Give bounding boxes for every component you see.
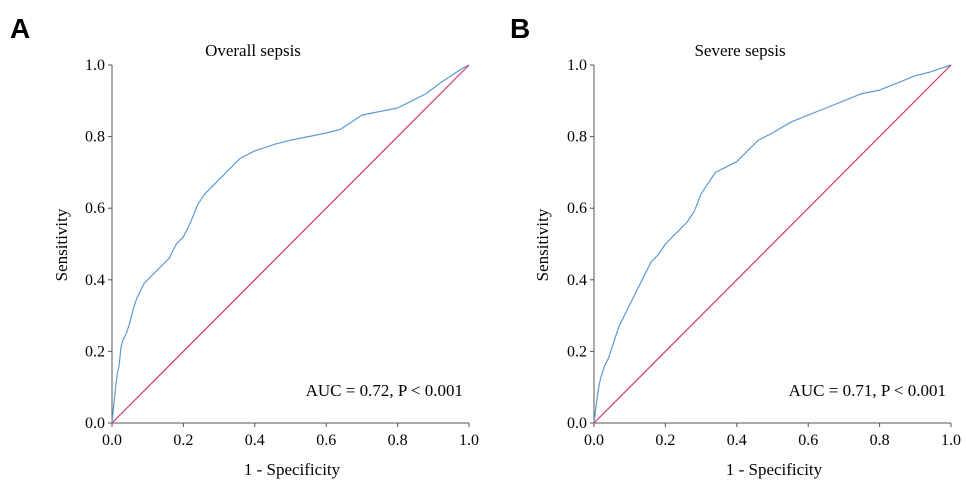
panel-b-x-tick-label: 0.6 [798,432,818,449]
panel-a-x-tick-label: 0.4 [245,432,265,449]
panel-b-y-tick-label: 0.0 [567,415,587,432]
panel-a-title: Overall sepsis [205,41,301,60]
panel-b-x-axis-label: 1 - Specificity [726,460,823,479]
panel-b-y-tick-label: 0.6 [567,200,587,217]
panel-b-reference-line [593,64,952,424]
panel-a-x-axis-label: 1 - Specificity [244,460,341,479]
panel-a-x-tick-label: 0.2 [173,432,193,449]
panel-a-y-axis-label: Sensitivity [52,208,71,281]
panel-b-x-tick-label: 1.0 [941,432,961,449]
panel-a-y-tick-label: 0.2 [85,343,105,360]
panel-b-plot-area: 0.0 0.2 0.4 0.6 0.8 1.0 0.0 0.2 0.4 0.6 0.8 1.0 [567,57,961,449]
panel-b-y-tick-label: 1.0 [567,57,587,74]
panel-a-plot-area: 0.0 0.2 0.4 0.6 0.8 1.0 0.0 0.2 0.4 0.6 0.8 1.0 [85,57,479,449]
panel-b-y-axis-label: Sensitivity [533,208,552,281]
panel-a-y-tick-label: 0.0 [85,415,105,432]
panel-b-auc-annotation: AUC = 0.71, P < 0.001 [789,381,946,400]
panel-a-x-tick-label: 1.0 [459,432,479,449]
panel-b-x-tick-label: 0.0 [584,432,604,449]
panel-a-y-tick-label: 1.0 [85,57,105,74]
panel-a-auc-annotation: AUC = 0.72, P < 0.001 [306,381,463,400]
panel-b-y-tick-label: 0.8 [567,129,587,146]
panel-a: A Overall sepsis Sensitivity 1 - Specifi… [10,13,479,479]
panel-b-x-tick-label: 0.4 [727,432,747,449]
panel-a-reference-line [111,64,470,424]
panel-a-x-tick-label: 0.8 [388,432,408,449]
panel-b-y-tick-label: 0.4 [567,272,587,289]
panel-a-y-tick-label: 0.6 [85,200,105,217]
panel-b-label: B [510,13,530,44]
panel-a-roc-curve [111,64,470,424]
panel-b-title: Severe sepsis [694,41,785,60]
panel-b-y-tick-label: 0.2 [567,343,587,360]
panel-a-y-tick-label: 0.8 [85,129,105,146]
panel-a-y-tick-label: 0.4 [85,272,105,289]
panel-b-roc-curve [593,64,952,424]
panel-b-x-tick-label: 0.8 [870,432,890,449]
panel-a-x-tick-label: 0.6 [316,432,336,449]
panel-b: B Severe sepsis Sensitivity 1 - Specific… [510,13,961,479]
panel-a-x-tick-label: 0.0 [102,432,122,449]
panel-b-x-tick-label: 0.2 [655,432,675,449]
panel-a-label: A [10,13,30,44]
